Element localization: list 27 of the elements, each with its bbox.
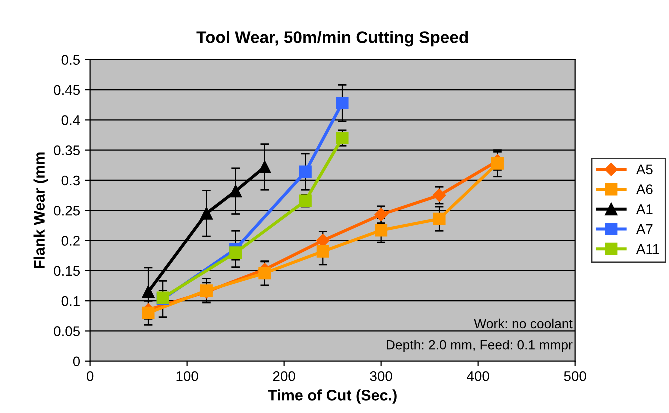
y-tick-label: 0.25 <box>54 206 80 216</box>
y-tick-label: 0.15 <box>54 266 80 276</box>
x-tick-label: 0 <box>86 371 94 382</box>
y-axis-title: Flank Wear (mm <box>34 152 48 268</box>
y-tick-label: 0.5 <box>62 55 80 66</box>
y-tick-label: 0.05 <box>54 326 80 336</box>
x-tick-label: 500 <box>564 371 586 382</box>
x-tick-label: 400 <box>467 371 490 382</box>
legend-label: A7 <box>636 224 653 234</box>
legend-label: A1 <box>636 204 653 214</box>
y-tick-label: 0 <box>73 356 80 367</box>
y-tick-label: 0.45 <box>54 85 80 96</box>
legend-label: A11 <box>636 244 660 254</box>
annotation: Depth: 2.0 mm, Feed: 0.1 mmpr <box>387 340 573 352</box>
x-tick-label: 300 <box>370 371 392 382</box>
x-axis-title: Time of Cut (Sec.) <box>268 390 397 404</box>
chart-title: Tool Wear, 50m/min Cutting Speed <box>196 31 468 47</box>
annotation: Work: no coolant <box>474 318 573 329</box>
x-tick-label: 200 <box>273 371 296 382</box>
legend-label: A5 <box>636 164 653 175</box>
y-tick-label: 0.2 <box>62 236 80 246</box>
x-tick-label: 100 <box>176 371 198 382</box>
y-tick-label: 0.4 <box>62 116 80 126</box>
legend-label: A6 <box>636 184 653 194</box>
y-tick-label: 0.3 <box>62 176 80 186</box>
y-tick-label: 0.1 <box>62 296 80 306</box>
y-tick-label: 0.35 <box>54 146 80 156</box>
